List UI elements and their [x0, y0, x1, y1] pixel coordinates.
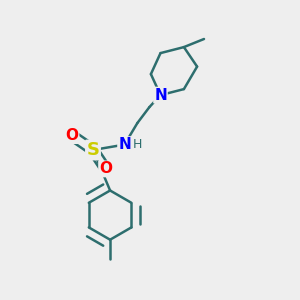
Text: H: H	[133, 138, 142, 151]
Text: N: N	[154, 88, 167, 103]
Text: O: O	[99, 161, 112, 176]
Text: S: S	[86, 141, 100, 159]
Text: N: N	[118, 137, 131, 152]
Text: O: O	[65, 128, 79, 143]
